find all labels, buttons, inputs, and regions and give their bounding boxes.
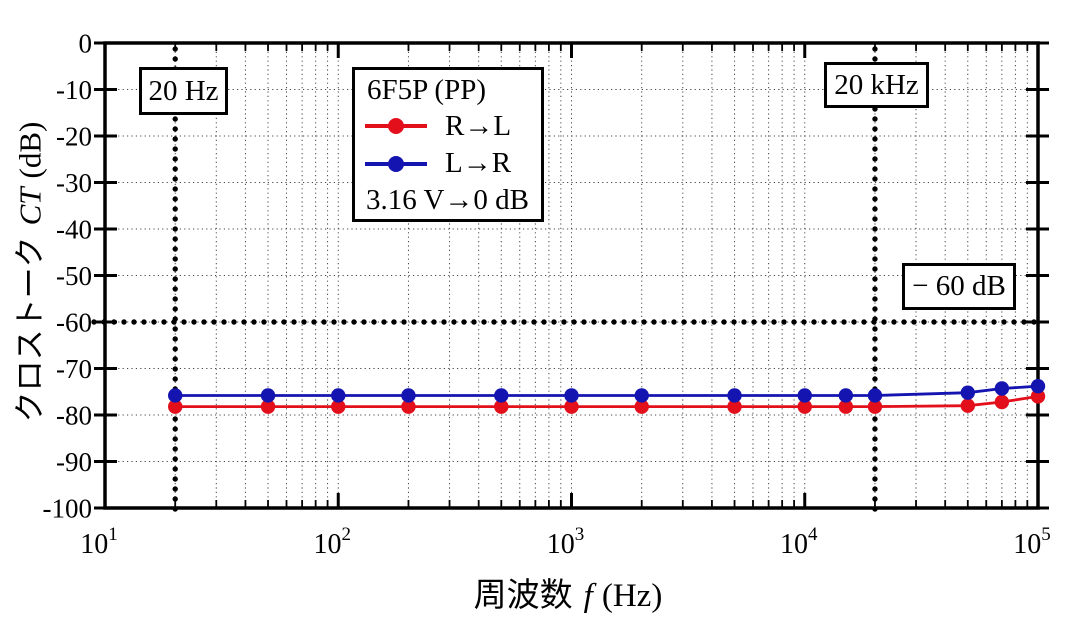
y-tick-label: 0 — [79, 29, 93, 59]
data-point — [797, 388, 812, 403]
annotation-20khz: 20 kHz — [824, 62, 929, 108]
data-point — [1030, 378, 1046, 394]
x-tick-label: 105 — [1013, 524, 1051, 560]
data-point — [960, 398, 975, 413]
x-axis-title: 周波数 f (Hz) — [474, 568, 663, 616]
data-point — [994, 381, 1010, 396]
data-point — [867, 399, 883, 414]
data-point — [838, 388, 854, 403]
reference-lines — [91, 46, 1039, 519]
y-axis-title-unit: (dB) — [12, 121, 48, 179]
series-l-to-r — [168, 378, 1046, 403]
legend-reference-note: 3.16 V→0 dB — [366, 183, 530, 216]
data-point — [994, 394, 1010, 410]
x-axis-title-text: 周波数 — [473, 578, 573, 614]
y-tick-label: -50 — [56, 261, 92, 291]
data-point — [1030, 389, 1046, 404]
y-tick-label: -80 — [56, 401, 92, 431]
y-tick-label: -60 — [56, 308, 92, 338]
x-axis-title-symbol: f — [583, 578, 593, 614]
data-point — [260, 399, 276, 414]
data-point — [838, 399, 854, 414]
y-tick-label: -10 — [56, 75, 92, 105]
gridlines — [105, 43, 1038, 508]
y-tick-label: -40 — [56, 215, 92, 245]
y-tick-label: -100 — [43, 494, 93, 524]
series-marker-r-to-l-icon — [365, 117, 427, 135]
series-marker-l-to-r-icon — [365, 155, 427, 173]
x-tick-label: 104 — [780, 524, 818, 560]
y-tick-label: -30 — [56, 168, 92, 198]
data-point — [634, 399, 649, 414]
legend-dot-blue — [388, 155, 404, 172]
y-tick-labels: 0 -10 -20 -30 -40 -50 -60 -70 -80 -90 -100 — [43, 29, 93, 524]
data-point — [494, 388, 509, 403]
data-point — [727, 388, 742, 403]
legend-box: 6F5P (PP) R→L L→R 3.16 V→0 dB — [352, 67, 544, 222]
annotation-20hz: 20 Hz — [139, 67, 228, 115]
x-tick-labels: 101 102 103 104 105 — [80, 524, 1051, 560]
x-tick-label: 103 — [547, 524, 585, 560]
legend-item-r-to-l: R→L — [365, 108, 533, 145]
annotation-minus-60db: − 60 dB — [902, 263, 1016, 310]
y-axis-title-text: クロストーク — [12, 236, 48, 423]
x-tick-label: 101 — [80, 524, 118, 560]
y-tick-label: -70 — [56, 354, 92, 384]
x-axis-title-unit: (Hz) — [601, 578, 663, 614]
legend-item-l-to-r: L→R — [365, 145, 533, 182]
data-point — [564, 388, 579, 403]
series-line — [175, 384, 1039, 397]
data-point — [168, 388, 183, 403]
legend-label-r-to-l: R→L — [445, 109, 512, 142]
data-point — [401, 399, 416, 414]
data-point — [331, 388, 346, 403]
legend-dot-red — [388, 118, 404, 135]
data-point — [401, 388, 416, 403]
x-tick-label: 102 — [314, 524, 352, 560]
legend-title: 6F5P (PP) — [367, 74, 487, 106]
y-axis-title-symbol: CT — [12, 187, 48, 226]
series-line — [175, 395, 1039, 409]
legend-label-l-to-r: L→R — [445, 147, 512, 180]
data-point — [960, 385, 975, 400]
y-tick-label: -90 — [56, 447, 92, 477]
y-tick-label: -20 — [56, 122, 92, 152]
tick-marks — [94, 41, 1049, 510]
series-r-to-l — [168, 389, 1046, 414]
y-axis-title: クロストーク CT (dB) — [5, 122, 50, 423]
data-point — [168, 399, 183, 414]
data-point — [260, 388, 276, 403]
data-point — [634, 388, 649, 403]
data-point — [727, 399, 742, 414]
data-point — [564, 399, 579, 414]
data-point — [494, 399, 509, 414]
data-point — [331, 399, 346, 414]
data-point — [867, 388, 883, 403]
data-point — [797, 399, 812, 414]
